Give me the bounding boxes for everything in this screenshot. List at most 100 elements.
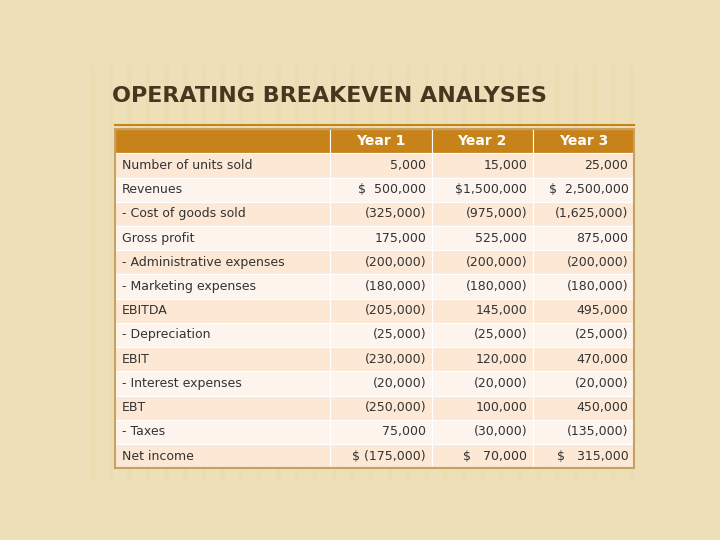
Text: - Marketing expenses: - Marketing expenses [122, 280, 256, 293]
Bar [533, 395, 634, 420]
Bar [115, 372, 330, 395]
Text: (180,000): (180,000) [567, 280, 629, 293]
Bar [533, 420, 634, 444]
Bar [533, 299, 634, 323]
Bar [387, 65, 392, 481]
Text: (25,000): (25,000) [575, 328, 629, 341]
Bar [432, 129, 533, 153]
Text: 450,000: 450,000 [577, 401, 629, 414]
Bar [239, 65, 243, 481]
Text: Revenues: Revenues [122, 183, 183, 196]
Bar [115, 420, 330, 444]
Text: (205,000): (205,000) [364, 305, 426, 318]
Text: - Taxes: - Taxes [122, 426, 165, 438]
Text: (975,000): (975,000) [466, 207, 527, 220]
Bar [555, 65, 559, 481]
Text: (20,000): (20,000) [474, 377, 527, 390]
Bar [432, 395, 533, 420]
Bar [115, 178, 330, 202]
Text: (200,000): (200,000) [466, 256, 527, 269]
Bar [145, 65, 150, 481]
Bar [115, 444, 330, 468]
Bar [432, 323, 533, 347]
Bar [432, 178, 533, 202]
Text: 25,000: 25,000 [585, 159, 629, 172]
Bar [183, 65, 188, 481]
Text: (20,000): (20,000) [372, 377, 426, 390]
Text: EBITDA: EBITDA [122, 305, 168, 318]
Bar [611, 65, 616, 481]
Bar [533, 226, 634, 250]
Bar [313, 65, 318, 481]
Text: (200,000): (200,000) [567, 256, 629, 269]
Bar [294, 65, 300, 481]
Bar [330, 153, 432, 178]
Bar [533, 202, 634, 226]
Bar [330, 274, 432, 299]
Bar [351, 65, 355, 481]
Bar [593, 65, 597, 481]
Bar [432, 274, 533, 299]
Bar [109, 65, 113, 481]
Text: (230,000): (230,000) [364, 353, 426, 366]
Bar [533, 178, 634, 202]
Bar [518, 65, 523, 481]
Bar [499, 65, 504, 481]
Bar [533, 347, 634, 372]
Text: (1,625,000): (1,625,000) [555, 207, 629, 220]
Text: EBIT: EBIT [122, 353, 150, 366]
Text: 470,000: 470,000 [577, 353, 629, 366]
Text: $ (175,000): $ (175,000) [353, 449, 426, 463]
Bar [330, 178, 432, 202]
Bar [462, 65, 467, 481]
Bar [115, 153, 330, 178]
Bar [629, 65, 634, 481]
Bar [533, 274, 634, 299]
Bar [330, 420, 432, 444]
Bar [332, 65, 336, 481]
Text: - Administrative expenses: - Administrative expenses [122, 256, 284, 269]
Text: 120,000: 120,000 [475, 353, 527, 366]
Text: (325,000): (325,000) [364, 207, 426, 220]
Bar [369, 65, 374, 481]
Bar [115, 129, 330, 153]
Text: - Interest expenses: - Interest expenses [122, 377, 241, 390]
Bar [432, 420, 533, 444]
Bar [258, 65, 262, 481]
Bar [115, 299, 330, 323]
Bar [127, 65, 132, 481]
Text: Gross profit: Gross profit [122, 232, 194, 245]
Bar [533, 153, 634, 178]
Bar [330, 226, 432, 250]
Text: $   70,000: $ 70,000 [463, 449, 527, 463]
Bar [432, 299, 533, 323]
Text: Net income: Net income [122, 449, 194, 463]
Bar [115, 129, 634, 468]
Bar [432, 153, 533, 178]
Text: (25,000): (25,000) [474, 328, 527, 341]
Bar [330, 250, 432, 274]
Text: (30,000): (30,000) [474, 426, 527, 438]
Text: 495,000: 495,000 [577, 305, 629, 318]
Text: 175,000: 175,000 [374, 232, 426, 245]
Text: Number of units sold: Number of units sold [122, 159, 252, 172]
Bar [444, 65, 448, 481]
Text: (250,000): (250,000) [364, 401, 426, 414]
Text: (25,000): (25,000) [372, 328, 426, 341]
Bar [115, 250, 330, 274]
Bar [164, 65, 169, 481]
Bar [115, 395, 330, 420]
Bar [115, 347, 330, 372]
Text: Year 1: Year 1 [356, 134, 406, 149]
Bar [533, 323, 634, 347]
Bar [425, 65, 429, 481]
Text: $1,500,000: $1,500,000 [456, 183, 527, 196]
Bar [276, 65, 281, 481]
Bar [432, 202, 533, 226]
Bar [330, 129, 432, 153]
Bar [330, 202, 432, 226]
Bar [330, 299, 432, 323]
Text: 875,000: 875,000 [577, 232, 629, 245]
Text: - Depreciation: - Depreciation [122, 328, 210, 341]
Text: EBT: EBT [122, 401, 146, 414]
